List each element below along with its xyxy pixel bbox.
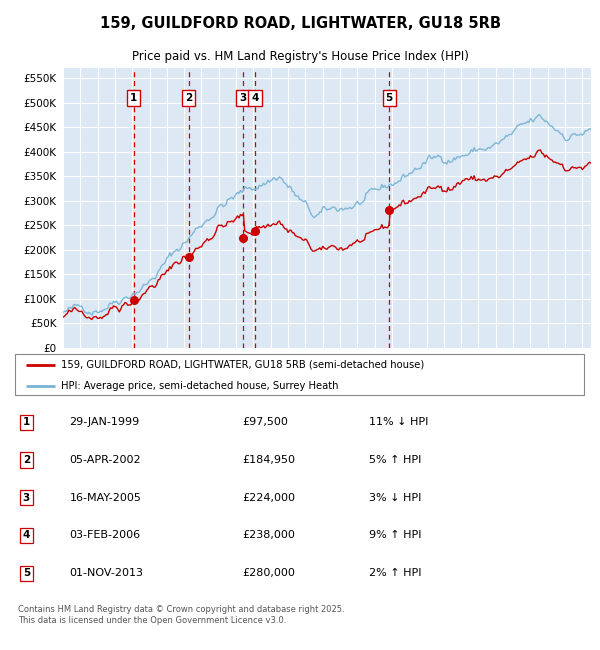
- Text: 2% ↑ HPI: 2% ↑ HPI: [369, 568, 422, 578]
- Text: 2: 2: [23, 455, 30, 465]
- Text: 29-JAN-1999: 29-JAN-1999: [70, 417, 140, 427]
- Text: 2: 2: [185, 93, 193, 103]
- Text: £238,000: £238,000: [242, 530, 295, 540]
- Text: £97,500: £97,500: [242, 417, 288, 427]
- Text: 159, GUILDFORD ROAD, LIGHTWATER, GU18 5RB (semi-detached house): 159, GUILDFORD ROAD, LIGHTWATER, GU18 5R…: [61, 359, 424, 370]
- Text: £184,950: £184,950: [242, 455, 295, 465]
- Text: 3% ↓ HPI: 3% ↓ HPI: [369, 493, 421, 502]
- Text: 1: 1: [23, 417, 30, 427]
- Text: 5: 5: [386, 93, 393, 103]
- Text: 5: 5: [23, 568, 30, 578]
- Text: £224,000: £224,000: [242, 493, 295, 502]
- Text: Contains HM Land Registry data © Crown copyright and database right 2025.
This d: Contains HM Land Registry data © Crown c…: [18, 605, 344, 625]
- Text: 4: 4: [251, 93, 259, 103]
- Text: 5% ↑ HPI: 5% ↑ HPI: [369, 455, 421, 465]
- Text: 159, GUILDFORD ROAD, LIGHTWATER, GU18 5RB: 159, GUILDFORD ROAD, LIGHTWATER, GU18 5R…: [100, 16, 500, 31]
- Text: 11% ↓ HPI: 11% ↓ HPI: [369, 417, 428, 427]
- Text: 9% ↑ HPI: 9% ↑ HPI: [369, 530, 422, 540]
- Text: Price paid vs. HM Land Registry's House Price Index (HPI): Price paid vs. HM Land Registry's House …: [131, 49, 469, 62]
- Text: £280,000: £280,000: [242, 568, 295, 578]
- Text: 05-APR-2002: 05-APR-2002: [70, 455, 141, 465]
- Text: 4: 4: [23, 530, 30, 540]
- Text: 3: 3: [23, 493, 30, 502]
- Text: 01-NOV-2013: 01-NOV-2013: [70, 568, 143, 578]
- FancyBboxPatch shape: [15, 354, 584, 395]
- Text: 3: 3: [239, 93, 247, 103]
- Text: 03-FEB-2006: 03-FEB-2006: [70, 530, 141, 540]
- Text: 16-MAY-2005: 16-MAY-2005: [70, 493, 142, 502]
- Text: 1: 1: [130, 93, 137, 103]
- Text: HPI: Average price, semi-detached house, Surrey Heath: HPI: Average price, semi-detached house,…: [61, 381, 338, 391]
